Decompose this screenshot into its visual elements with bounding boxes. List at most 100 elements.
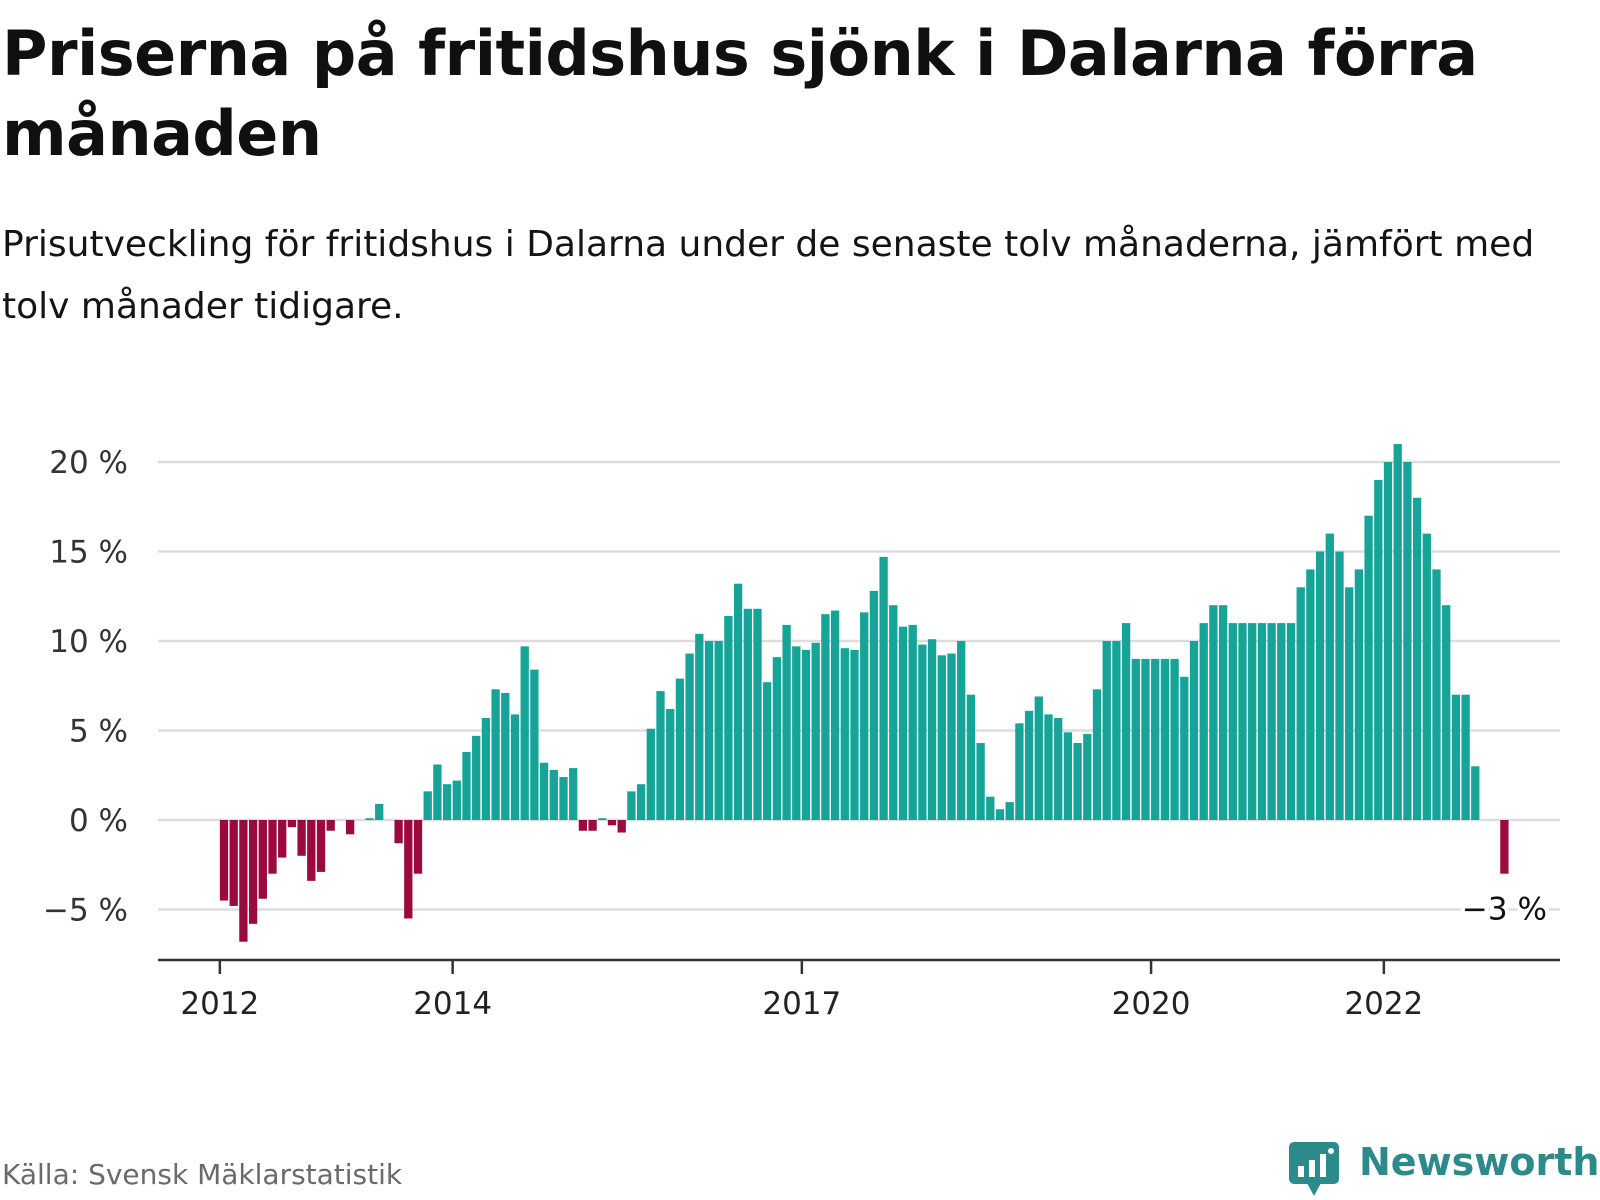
bar	[326, 820, 335, 831]
y-tick-label: 10 %	[49, 624, 128, 660]
bar	[433, 764, 442, 820]
bar	[423, 791, 432, 820]
bar	[1044, 714, 1053, 820]
bar	[704, 641, 714, 820]
bar	[1112, 641, 1121, 820]
bar	[879, 556, 888, 820]
bar	[1063, 732, 1073, 820]
x-tick-label: 2020	[1112, 986, 1191, 1022]
bar	[685, 653, 694, 820]
bar	[1461, 694, 1470, 820]
x-tick-label: 2022	[1344, 986, 1423, 1022]
bar	[1374, 479, 1383, 820]
bar	[462, 751, 471, 820]
bar	[1228, 623, 1237, 820]
bar	[714, 641, 723, 820]
bar	[1383, 462, 1393, 820]
bar	[472, 735, 481, 820]
bar	[1024, 710, 1034, 820]
bar	[1325, 533, 1334, 820]
bar	[1393, 444, 1402, 820]
bar	[1034, 696, 1043, 820]
chart-title: Priserna på fritidshus sjönk i Dalarna f…	[2, 17, 1478, 170]
bar	[966, 694, 976, 820]
bar	[510, 714, 520, 820]
bar	[1345, 587, 1354, 820]
bar	[316, 820, 326, 872]
bar	[549, 769, 558, 820]
bar	[1403, 462, 1412, 820]
bar	[801, 649, 811, 820]
bar	[627, 791, 636, 820]
bar	[1286, 623, 1296, 820]
bar	[1257, 623, 1267, 820]
x-tick-label: 2014	[413, 986, 492, 1022]
x-tick-label: 2012	[180, 986, 259, 1022]
bar	[1073, 743, 1082, 820]
bar	[1218, 605, 1228, 820]
bar	[1151, 658, 1160, 820]
brand-logo[interactable]: Newsworthy	[1289, 1138, 1600, 1196]
bar	[995, 809, 1005, 820]
bar	[986, 796, 995, 820]
bar	[258, 820, 267, 899]
y-tick-label: −5 %	[43, 893, 128, 929]
bar	[1412, 497, 1422, 820]
bar	[297, 820, 306, 856]
bar	[442, 784, 452, 820]
x-tick-label: 2017	[762, 986, 841, 1022]
bar	[1335, 551, 1344, 820]
bar	[1471, 766, 1480, 820]
bar	[1364, 515, 1373, 820]
bar	[1131, 658, 1140, 820]
bar	[413, 820, 423, 874]
bar	[763, 682, 772, 820]
bar	[219, 820, 229, 901]
bar	[792, 646, 801, 820]
bar	[898, 626, 908, 820]
bar	[1267, 623, 1276, 820]
bar	[520, 646, 529, 820]
bar	[908, 624, 917, 820]
bar	[1451, 694, 1461, 820]
bars	[219, 444, 1509, 942]
bar	[889, 605, 898, 820]
bar	[375, 803, 384, 820]
bar	[840, 648, 849, 820]
bar	[636, 784, 646, 820]
bar	[695, 633, 704, 820]
bar	[1209, 605, 1218, 820]
bar	[957, 641, 966, 820]
bar	[287, 820, 297, 828]
bar	[1160, 658, 1170, 820]
bar	[811, 642, 820, 820]
bar	[1422, 533, 1431, 820]
bar	[1121, 623, 1131, 820]
source-note: Källa: Svensk Mäklarstatistik	[2, 1158, 403, 1191]
bar	[569, 768, 578, 820]
bar	[772, 657, 782, 820]
bar	[307, 820, 316, 881]
bar	[617, 820, 626, 833]
bar	[452, 780, 461, 820]
bar	[239, 820, 248, 942]
bar	[937, 655, 946, 820]
last-value-label: −3 %	[1462, 892, 1547, 928]
bar	[1500, 820, 1509, 874]
bar	[830, 610, 840, 820]
bar	[1354, 569, 1364, 820]
bar	[1083, 734, 1092, 820]
bar	[1199, 623, 1208, 820]
bar	[268, 820, 277, 874]
bar	[1306, 569, 1315, 820]
bar	[1015, 723, 1024, 820]
bar	[724, 615, 733, 820]
bar	[1442, 605, 1451, 820]
bar	[947, 653, 956, 820]
bar	[646, 728, 655, 820]
bar	[404, 820, 413, 919]
bar	[598, 818, 607, 820]
bar	[1238, 623, 1247, 820]
y-tick-label: 20 %	[49, 445, 128, 481]
